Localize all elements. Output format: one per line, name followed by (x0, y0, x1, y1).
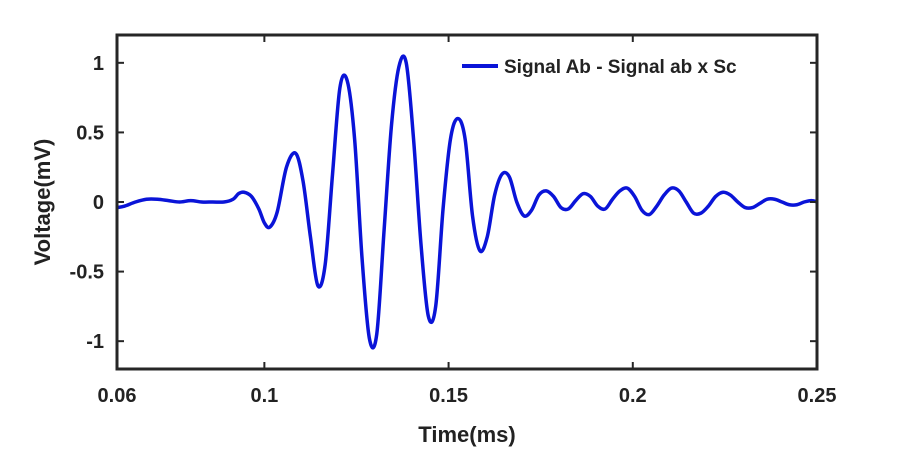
x-tick-label-1: 0.1 (250, 385, 278, 407)
x-tick-label-3: 0.2 (619, 385, 647, 407)
legend-entry-label: Signal Ab - Signal ab x Sc (504, 57, 737, 78)
plot-area (117, 35, 817, 369)
ticks-layer: 0.06 0.1 0.15 0.2 0.25 1 0.5 0 -0.5 -1 (70, 35, 837, 407)
y-tick-label-2: 0 (93, 192, 104, 214)
y-tick-label-4: -1 (86, 331, 104, 353)
axes-frame (115, 33, 819, 371)
series-layer (116, 54, 818, 350)
y-tick-label-3: -0.5 (70, 262, 104, 284)
x-tick-label-4: 0.25 (798, 385, 837, 407)
legend: Signal Ab - Signal ab x Sc (462, 57, 737, 78)
y-tick-label-0: 1 (93, 53, 104, 75)
x-tick-label-2: 0.15 (429, 385, 468, 407)
x-tick-label-0: 0.06 (98, 385, 137, 407)
y-axis-label: Voltage(mV) (30, 139, 55, 266)
x-axis-label: Time(ms) (418, 422, 515, 447)
series-line-0 (116, 54, 818, 350)
y-tick-label-1: 0.5 (76, 122, 104, 144)
